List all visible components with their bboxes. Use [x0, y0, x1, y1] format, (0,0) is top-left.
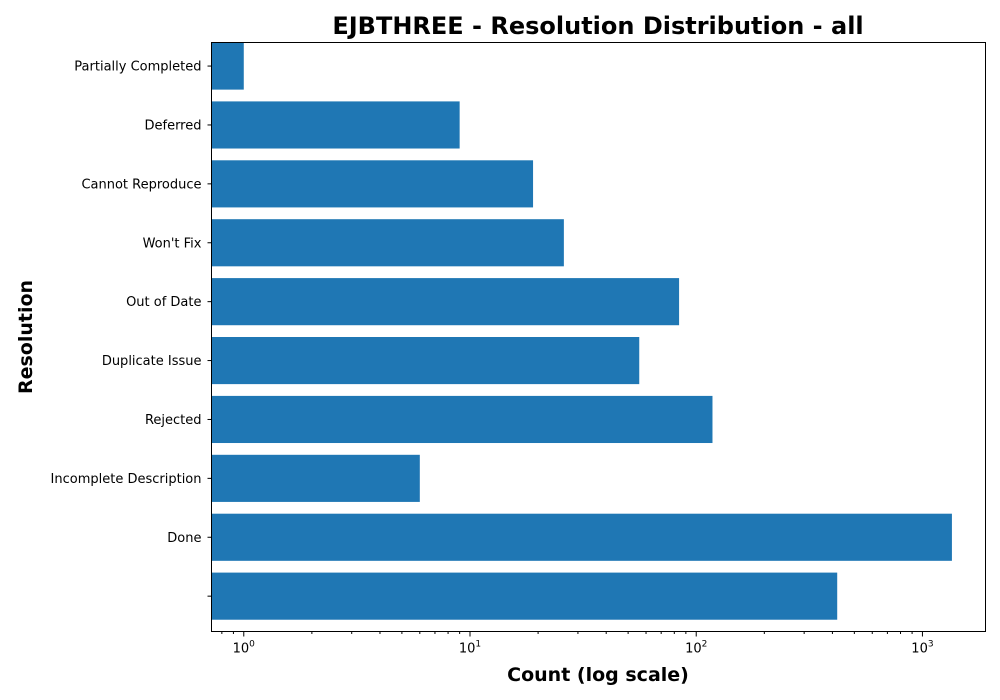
bar	[211, 454, 420, 502]
plot-frame	[211, 42, 986, 632]
bar	[211, 395, 713, 444]
bar	[211, 513, 952, 561]
x-tick-label: 101	[459, 640, 481, 657]
bar	[211, 572, 838, 620]
y-ticks-group: Done Incomplete Description Rejected Duplic…	[51, 60, 212, 597]
y-tick-label: Out of Date	[126, 295, 201, 310]
y-tick-label: Rejected	[145, 413, 202, 428]
x-ticks-group: 100 101 102 103	[221, 631, 934, 657]
bars-group	[211, 42, 952, 620]
y-tick-label: Done	[167, 531, 201, 546]
y-tick-label: Deferred	[144, 118, 201, 133]
y-axis-label: Resolution	[15, 280, 37, 394]
x-tick-label: 103	[911, 640, 933, 657]
x-axis-label: Count (log scale)	[507, 664, 689, 686]
y-tick-label: Duplicate Issue	[102, 354, 202, 369]
chart-title: EJBTHREE - Resolution Distribution - all	[332, 12, 863, 40]
bar	[211, 337, 640, 385]
y-tick-label: Partially Completed	[74, 60, 201, 75]
bar	[211, 160, 534, 208]
bar	[211, 219, 564, 267]
y-tick-label: Incomplete Description	[51, 472, 202, 487]
y-tick-label: Cannot Reproduce	[81, 177, 201, 192]
x-tick-label: 100	[233, 640, 256, 657]
bar	[211, 278, 680, 326]
x-tick-label: 102	[685, 640, 707, 657]
y-tick-label: Won't Fix	[143, 236, 202, 251]
bar	[211, 101, 460, 149]
bar	[211, 42, 244, 90]
